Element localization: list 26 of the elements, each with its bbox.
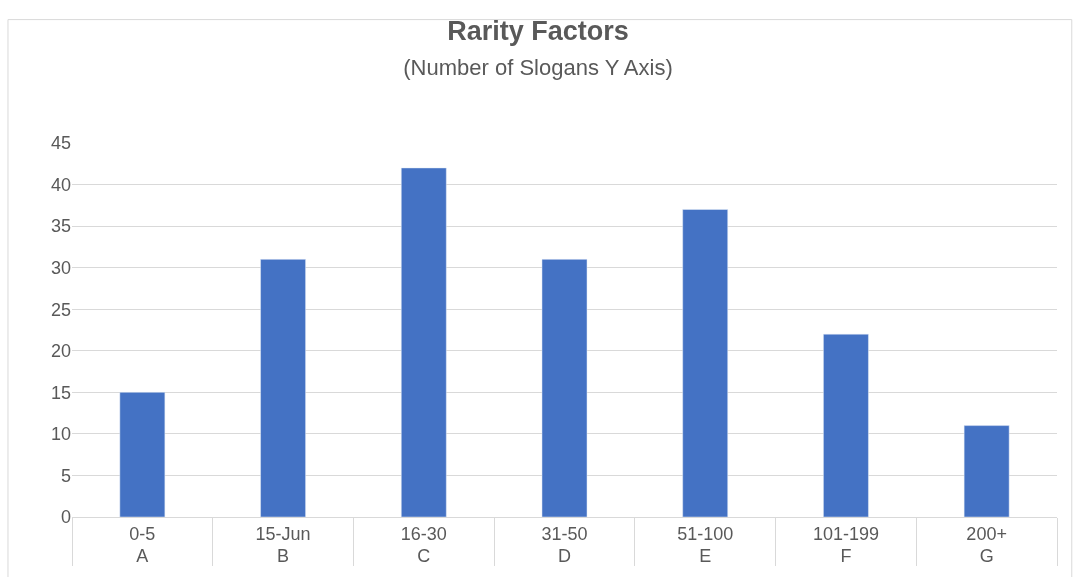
category-label: 15-Jun B: [255, 523, 311, 566]
y-tick-label: 15: [50, 382, 71, 403]
category-label: 31-50 D: [541, 523, 588, 566]
chart-subtitle: (Number of Slogans Y Axis): [403, 55, 673, 81]
bar: [682, 209, 728, 517]
bar: [119, 392, 166, 517]
y-tick-label: 35: [50, 216, 71, 237]
y-tick-label: 20: [50, 341, 71, 362]
category-label: 0-5 A: [129, 523, 156, 566]
y-tick-label: 30: [50, 257, 71, 278]
y-tick-label: 25: [50, 299, 71, 320]
bar: [823, 333, 869, 517]
y-tick-label: 0: [60, 507, 71, 528]
category-label: 51-100 E: [677, 523, 734, 566]
category-label: 101-199 F: [812, 523, 879, 566]
chart-title: Rarity Factors: [447, 16, 629, 47]
bar: [963, 425, 1010, 517]
category-label: 16-30 C: [400, 523, 447, 566]
y-tick-label: 10: [50, 424, 71, 445]
y-tick-label: 40: [50, 174, 71, 195]
category-label: 200+ G: [966, 523, 1007, 566]
y-tick-label: 5: [60, 465, 71, 486]
bar: [541, 259, 588, 517]
bar: [260, 259, 306, 517]
bar: [401, 167, 447, 517]
y-tick-label: 45: [50, 133, 71, 154]
